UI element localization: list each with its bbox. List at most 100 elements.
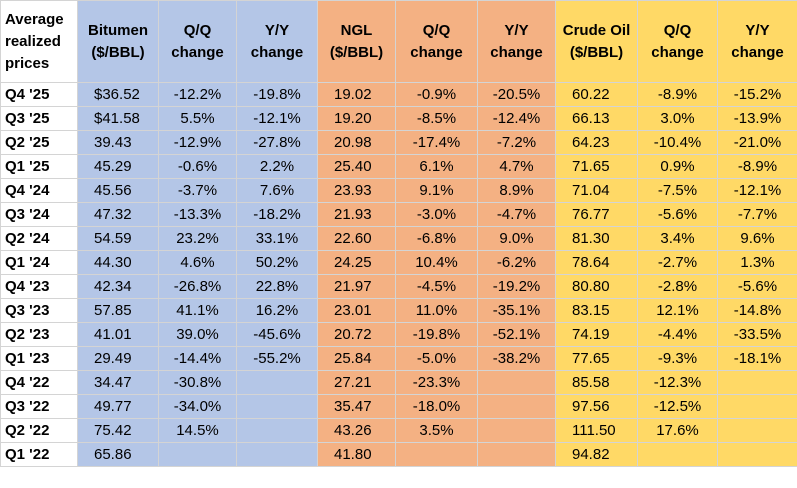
cell-crude-qq: 17.6% (637, 418, 718, 443)
cell-crude-yy: -8.9% (717, 154, 797, 179)
table-row: Q3 '25 $41.58 5.5% -12.1% 19.20 -8.5% -12.4% 66… (0, 106, 797, 131)
cell-ngl-qq: -0.9% (395, 82, 478, 107)
cell-crude-yy: -12.1% (717, 178, 797, 203)
header-crude-qq: Q/Q change (637, 0, 718, 83)
cell-crude-yy: -13.9% (717, 106, 797, 131)
cell-ngl-qq: 3.5% (395, 418, 478, 443)
quarter-label: Q4 '24 (0, 178, 78, 203)
cell-ngl-qq: 11.0% (395, 298, 478, 323)
cell-bitumen-price: 45.56 (77, 178, 159, 203)
cell-ngl-yy (477, 370, 556, 395)
cell-crude-price: 94.82 (555, 442, 638, 467)
header-ngl-yy: Y/Y change (477, 0, 556, 83)
cell-bitumen-price: 57.85 (77, 298, 159, 323)
cell-ngl-yy: 8.9% (477, 178, 556, 203)
cell-bitumen-yy: -18.2% (236, 202, 318, 227)
cell-crude-yy: -33.5% (717, 322, 797, 347)
cell-ngl-price: 43.26 (317, 418, 396, 443)
table-row: Q1 '22 65.86 41.80 94.82 (0, 442, 797, 467)
cell-bitumen-yy: 33.1% (236, 226, 318, 251)
cell-bitumen-price: 75.42 (77, 418, 159, 443)
cell-crude-qq: -4.4% (637, 322, 718, 347)
quarter-label: Q4 '22 (0, 370, 78, 395)
cell-crude-yy: 1.3% (717, 250, 797, 275)
table-row: Q4 '22 34.47 -30.8% 27.21 -23.3% 85.58 -12.3% (0, 370, 797, 395)
cell-bitumen-price: 44.30 (77, 250, 159, 275)
cell-bitumen-price: 47.32 (77, 202, 159, 227)
header-bitumen-price: Bitumen ($/BBL) (77, 0, 159, 83)
cell-bitumen-yy (236, 442, 318, 467)
cell-bitumen-yy: 7.6% (236, 178, 318, 203)
quarter-label: Q1 '25 (0, 154, 78, 179)
quarter-label: Q1 '22 (0, 442, 78, 467)
cell-crude-yy (717, 442, 797, 467)
cell-bitumen-yy: 22.8% (236, 274, 318, 299)
cell-bitumen-qq: -0.6% (158, 154, 237, 179)
quarter-label: Q2 '24 (0, 226, 78, 251)
cell-crude-price: 60.22 (555, 82, 638, 107)
cell-bitumen-price: $36.52 (77, 82, 159, 107)
cell-crude-yy: -14.8% (717, 298, 797, 323)
cell-bitumen-price: 42.34 (77, 274, 159, 299)
cell-bitumen-qq: -26.8% (158, 274, 237, 299)
cell-ngl-qq: -23.3% (395, 370, 478, 395)
table-body: Q4 '25 $36.52 -12.2% -19.8% 19.02 -0.9% -20.5%… (0, 82, 797, 467)
cell-crude-price: 81.30 (555, 226, 638, 251)
cell-bitumen-qq (158, 442, 237, 467)
cell-crude-price: 66.13 (555, 106, 638, 131)
cell-crude-yy: -18.1% (717, 346, 797, 371)
quarter-label: Q3 '23 (0, 298, 78, 323)
cell-crude-qq (637, 442, 718, 467)
cell-bitumen-price: 65.86 (77, 442, 159, 467)
table-header: Average realized prices Bitumen ($/BBL) Q/… (0, 0, 797, 83)
table-row: Q1 '23 29.49 -14.4% -55.2% 25.84 -5.0% -38.2% 7… (0, 346, 797, 371)
cell-crude-price: 83.15 (555, 298, 638, 323)
cell-crude-yy: 9.6% (717, 226, 797, 251)
cell-ngl-price: 21.97 (317, 274, 396, 299)
cell-ngl-qq: 10.4% (395, 250, 478, 275)
table-row: Q2 '23 41.01 39.0% -45.6% 20.72 -19.8% -52.1% 7… (0, 322, 797, 347)
cell-bitumen-price: 54.59 (77, 226, 159, 251)
cell-bitumen-qq: 41.1% (158, 298, 237, 323)
table-row: Q4 '24 45.56 -3.7% 7.6% 23.93 9.1% 8.9% 71.04 -7… (0, 178, 797, 203)
cell-crude-yy: -7.7% (717, 202, 797, 227)
cell-crude-qq: -12.3% (637, 370, 718, 395)
cell-crude-price: 64.23 (555, 130, 638, 155)
cell-bitumen-qq: -12.9% (158, 130, 237, 155)
cell-bitumen-price: 41.01 (77, 322, 159, 347)
cell-bitumen-price: 49.77 (77, 394, 159, 419)
cell-ngl-price: 25.40 (317, 154, 396, 179)
cell-ngl-qq: -4.5% (395, 274, 478, 299)
cell-ngl-qq: -8.5% (395, 106, 478, 131)
cell-ngl-price: 24.25 (317, 250, 396, 275)
cell-ngl-yy: -6.2% (477, 250, 556, 275)
quarter-label: Q2 '22 (0, 418, 78, 443)
quarter-label: Q3 '24 (0, 202, 78, 227)
quarter-label: Q2 '25 (0, 130, 78, 155)
cell-bitumen-qq: 39.0% (158, 322, 237, 347)
cell-ngl-price: 23.93 (317, 178, 396, 203)
cell-ngl-yy: -4.7% (477, 202, 556, 227)
cell-ngl-qq: 9.1% (395, 178, 478, 203)
cell-ngl-yy (477, 394, 556, 419)
cell-bitumen-qq: 14.5% (158, 418, 237, 443)
cell-crude-yy (717, 418, 797, 443)
cell-crude-yy: -5.6% (717, 274, 797, 299)
header-bitumen-qq: Q/Q change (158, 0, 237, 83)
cell-bitumen-qq: 23.2% (158, 226, 237, 251)
cell-crude-yy: -21.0% (717, 130, 797, 155)
header-bitumen-yy: Y/Y change (236, 0, 318, 83)
header-ngl-price: NGL ($/BBL) (317, 0, 396, 83)
cell-crude-price: 85.58 (555, 370, 638, 395)
cell-crude-yy (717, 394, 797, 419)
table-row: Q1 '25 45.29 -0.6% 2.2% 25.40 6.1% 4.7% 71.65 0.… (0, 154, 797, 179)
cell-bitumen-price: 29.49 (77, 346, 159, 371)
cell-ngl-yy: 9.0% (477, 226, 556, 251)
cell-bitumen-qq: 5.5% (158, 106, 237, 131)
cell-crude-qq: 0.9% (637, 154, 718, 179)
cell-bitumen-yy: -45.6% (236, 322, 318, 347)
cell-ngl-price: 25.84 (317, 346, 396, 371)
cell-ngl-price: 20.98 (317, 130, 396, 155)
cell-ngl-qq: 6.1% (395, 154, 478, 179)
cell-ngl-yy: -35.1% (477, 298, 556, 323)
